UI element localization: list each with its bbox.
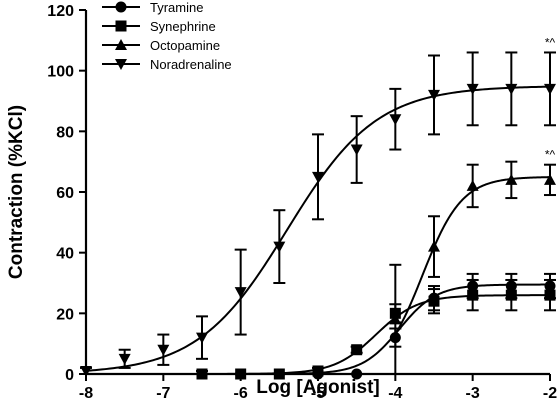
curve-synephrine bbox=[202, 294, 550, 375]
point-synephrine bbox=[544, 289, 556, 301]
y-tick-label: 100 bbox=[47, 64, 74, 81]
annotation-octopamine: *^ bbox=[545, 148, 556, 162]
legend-marker-noradrenaline bbox=[115, 59, 127, 70]
y-axis-title: Contraction (%KCl) bbox=[6, 105, 27, 279]
y-tick-label: 0 bbox=[65, 367, 74, 384]
point-noradrenaline bbox=[312, 171, 324, 183]
point-tyramine bbox=[351, 368, 363, 380]
y-tick-label: 40 bbox=[56, 246, 74, 263]
point-noradrenaline bbox=[118, 353, 131, 365]
legend-label-synephrine: Synephrine bbox=[150, 19, 216, 34]
error-bars bbox=[80, 51, 556, 375]
legend-marker-octopamine bbox=[115, 39, 127, 50]
point-noradrenaline bbox=[389, 114, 402, 126]
point-noradrenaline bbox=[273, 241, 286, 253]
curve-tyramine bbox=[202, 283, 551, 375]
point-synephrine bbox=[389, 307, 401, 319]
point-octopamine bbox=[466, 179, 479, 191]
axes: 0 20 40 60 80 100 120 -8 -7 -6 -5 -4 -3 -2 bbox=[47, 3, 557, 400]
point-octopamine bbox=[389, 313, 402, 325]
point-tyramine bbox=[544, 280, 556, 292]
point-octopamine bbox=[428, 240, 440, 252]
point-noradrenaline bbox=[428, 89, 440, 101]
point-noradrenaline bbox=[350, 144, 363, 156]
x-tick-label: -4 bbox=[388, 385, 402, 400]
point-tyramine bbox=[505, 280, 517, 292]
x-tick-label: -6 bbox=[234, 385, 248, 400]
point-noradrenaline bbox=[544, 83, 556, 95]
legend-label-noradrenaline: Noradrenaline bbox=[150, 57, 232, 72]
point-tyramine bbox=[467, 280, 479, 292]
point-synephrine bbox=[351, 344, 363, 356]
point-synephrine bbox=[428, 295, 440, 307]
curve-noradrenaline bbox=[85, 85, 551, 372]
point-tyramine bbox=[389, 332, 401, 344]
point-synephrine bbox=[196, 368, 208, 380]
legend-marker-synephrine bbox=[115, 20, 127, 32]
point-synephrine bbox=[467, 289, 479, 301]
x-axis-title: Log [Agonist] bbox=[256, 377, 379, 398]
y-tick-label: 20 bbox=[56, 306, 74, 323]
legend-marker-tyramine bbox=[115, 1, 127, 13]
x-tick-label: -2 bbox=[543, 385, 557, 400]
x-tick-label: -7 bbox=[156, 385, 170, 400]
y-tick-label: 120 bbox=[47, 3, 74, 20]
point-synephrine bbox=[235, 368, 247, 380]
x-tick-label: -8 bbox=[79, 385, 93, 400]
point-noradrenaline bbox=[505, 83, 518, 95]
point-octopamine bbox=[544, 173, 556, 185]
point-noradrenaline bbox=[234, 287, 247, 299]
annotation-noradrenaline: *^ bbox=[545, 35, 556, 49]
y-tick-label: 60 bbox=[56, 185, 74, 202]
point-noradrenaline bbox=[80, 365, 92, 377]
y-tick-label: 80 bbox=[56, 124, 74, 141]
point-noradrenaline bbox=[157, 344, 170, 356]
x-tick-label: -5 bbox=[311, 385, 325, 400]
x-tick-label: -3 bbox=[466, 385, 480, 400]
point-noradrenaline bbox=[196, 332, 208, 344]
fitted-curves bbox=[85, 85, 551, 375]
legend-label-tyramine: Tyramine bbox=[150, 0, 203, 15]
point-noradrenaline bbox=[466, 83, 479, 95]
data-points bbox=[80, 83, 556, 380]
legend-label-octopamine: Octopamine bbox=[150, 38, 220, 53]
point-synephrine bbox=[312, 365, 324, 377]
point-octopamine bbox=[505, 173, 518, 185]
legend: Tyramine Synephrine Octopamine Noradrenalin… bbox=[102, 0, 232, 72]
point-synephrine bbox=[505, 289, 517, 301]
point-synephrine bbox=[273, 368, 285, 380]
significance-annotations: *^ *^ bbox=[545, 35, 556, 161]
